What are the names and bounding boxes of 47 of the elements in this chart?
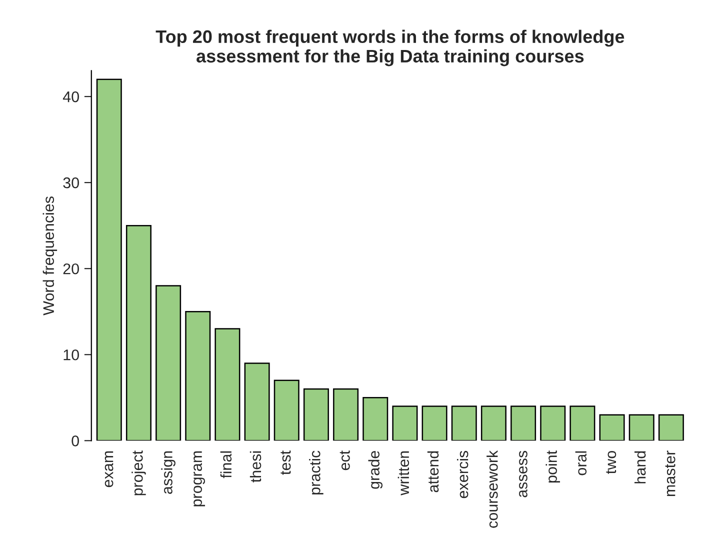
bar [96,78,122,441]
x-tick-label: project [132,450,146,496]
x-tick-label: assess [519,450,528,498]
bar [570,406,596,441]
bar [392,406,418,441]
x-tick-label: oral [575,451,587,476]
x-tick-label: master [665,450,676,496]
y-tick-label: 40 [62,91,79,102]
y-tick-label: 30 [63,177,79,188]
x-tick-label: coursework [486,450,498,528]
x-tick-label: ect [340,450,350,470]
bar [362,397,388,441]
x-tick-label: assign [161,451,176,494]
y-tick-label: 10 [64,349,79,360]
y-tick-label: 0 [72,436,79,446]
bar [599,414,625,441]
x-tick-label: two [606,451,616,474]
x-tick-label: practic [309,450,324,494]
bar [510,406,536,441]
bar [540,406,566,441]
bar [156,285,182,441]
bar [628,414,654,441]
x-tick-label: final [220,451,232,478]
chart-title: Top 20 most frequent words in the forms of knowledge assessment for the Big Data training courses [156,30,624,66]
bar [244,362,270,441]
bar [126,224,152,441]
x-tick-label: thesi [250,451,262,482]
x-tick-label: point [546,450,560,483]
bar [185,310,211,441]
bar [451,406,477,441]
x-tick-label: grade [368,451,382,489]
bar [480,406,506,441]
bar [274,380,300,441]
y-tick-label: 20 [63,263,79,274]
x-tick-label: test [280,450,291,475]
bar [214,328,240,441]
x-tick-label: hand [634,451,646,484]
bar [303,388,329,441]
x-tick-label: exercis [457,450,468,498]
x-tick-label: exam [104,451,114,488]
bar [333,388,359,441]
bar [658,414,684,441]
x-tick-label: program [194,451,206,506]
x-tick-label: attend [427,451,439,492]
y-axis-title: Word frequencies [42,196,58,316]
bar [422,406,448,441]
x-tick-label: written [398,451,410,496]
